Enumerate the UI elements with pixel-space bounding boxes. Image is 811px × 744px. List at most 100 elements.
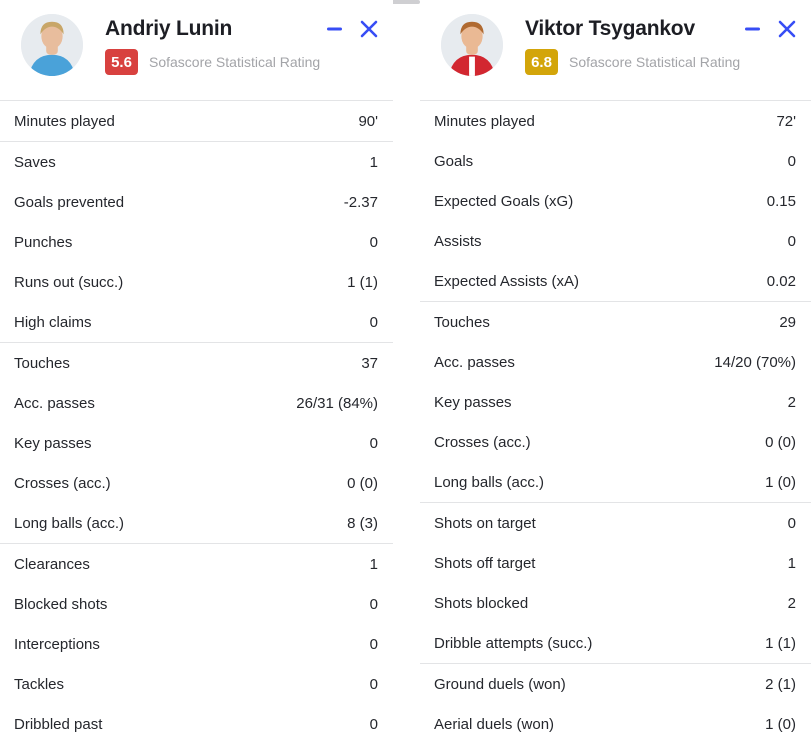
stat-value: 14/20 (70%) [714, 353, 796, 371]
stat-row: Goals prevented -2.37 [0, 182, 393, 222]
rating-badge: 6.8 [525, 49, 558, 75]
player-name: Viktor Tsygankov [525, 17, 695, 40]
stat-value: 1 (0) [765, 715, 796, 733]
rating-label: Sofascore Statistical Rating [149, 54, 321, 70]
stat-value: 0 (0) [765, 433, 796, 451]
stat-row: Long balls (acc.) 8 (3) [0, 503, 393, 543]
stat-label: Blocked shots [14, 595, 108, 613]
stat-value: 0 [369, 715, 378, 733]
stat-row: Crosses (acc.) 0 (0) [0, 463, 393, 503]
stat-label: Long balls (acc.) [434, 473, 545, 491]
stat-row: Touches 29 [420, 302, 811, 342]
stat-value: 0 [787, 152, 796, 170]
stat-row: Acc. passes 14/20 (70%) [420, 342, 811, 382]
stat-row: Interceptions 0 [0, 624, 393, 664]
stat-group: Ground duels (won) 2 (1) Aerial duels (won… [420, 663, 811, 744]
stat-value: 0 [369, 434, 378, 452]
stat-row: Expected Goals (xG) 0.15 [420, 181, 811, 221]
stat-row: Shots on target 0 [420, 503, 811, 543]
stat-row: Runs out (succ.) 1 (1) [0, 262, 393, 302]
stat-label: Expected Goals (xG) [434, 192, 574, 210]
stat-value: 0 [369, 233, 378, 251]
stat-label: High claims [14, 313, 92, 331]
stat-label: Touches [14, 354, 70, 372]
player-photo-icon [441, 14, 503, 76]
stat-value: 1 [787, 554, 796, 572]
stat-group: Clearances 1 Blocked shots 0 Interceptions 0 T… [0, 543, 393, 744]
stat-value: 8 (3) [347, 514, 378, 532]
stat-value: 2 [787, 393, 796, 411]
stat-row: Key passes 0 [0, 423, 393, 463]
stat-value: 2 [787, 594, 796, 612]
close-button[interactable] [774, 16, 800, 42]
stat-value: 2 (1) [765, 675, 796, 693]
stat-value: 0 [787, 232, 796, 250]
rating-badge: 5.6 [105, 49, 138, 75]
stat-group: Minutes played 90' [0, 100, 393, 141]
minimize-button[interactable] [322, 16, 348, 42]
stat-value: 29 [779, 313, 796, 331]
stat-row: Shots off target 1 [420, 543, 811, 583]
stat-label: Assists [434, 232, 482, 250]
stat-value: 72' [776, 112, 796, 130]
stat-value: 90' [358, 112, 378, 130]
stat-label: Key passes [14, 434, 92, 452]
stat-value: 0.15 [766, 192, 796, 210]
stat-label: Acc. passes [434, 353, 515, 371]
stat-label: Crosses (acc.) [14, 474, 111, 492]
stat-row: Key passes 2 [420, 382, 811, 422]
stat-value: 26/31 (84%) [296, 394, 378, 412]
stat-value: 0 [369, 675, 378, 693]
stat-label: Goals [434, 152, 474, 170]
close-icon [778, 20, 796, 38]
close-button[interactable] [356, 16, 382, 42]
stat-row: Dribbled past 0 [0, 704, 393, 744]
stat-label: Tackles [14, 675, 65, 693]
close-icon [360, 20, 378, 38]
stat-label: Shots blocked [434, 594, 529, 612]
stat-value: 0 [369, 595, 378, 613]
stat-label: Crosses (acc.) [434, 433, 531, 451]
stat-value: 0.02 [766, 272, 796, 290]
stat-label: Goals prevented [14, 193, 125, 211]
stat-label: Interceptions [14, 635, 100, 653]
stat-label: Ground duels (won) [434, 675, 566, 693]
scrollbar-thumb[interactable] [384, 0, 420, 4]
stat-row: Goals 0 [420, 141, 811, 181]
stat-value: 1 (1) [347, 273, 378, 291]
stat-label: Runs out (succ.) [14, 273, 124, 291]
stat-row: High claims 0 [0, 302, 393, 342]
stat-label: Key passes [434, 393, 512, 411]
minimize-button[interactable] [740, 16, 766, 42]
stat-row: Dribble attempts (succ.) 1 (1) [420, 623, 811, 663]
rating-label: Sofascore Statistical Rating [569, 54, 741, 70]
stat-row: Touches 37 [0, 343, 393, 383]
player-header: Viktor Tsygankov 6.8 Sofascore Statistic… [420, 0, 811, 100]
stat-value: 1 (0) [765, 473, 796, 491]
stat-row: Expected Assists (xA) 0.02 [420, 261, 811, 301]
stat-value: 0 [787, 514, 796, 532]
stat-label: Minutes played [14, 112, 115, 130]
stat-row: Clearances 1 [0, 544, 393, 584]
stat-value: 0 (0) [347, 474, 378, 492]
stat-label: Clearances [14, 555, 90, 573]
stat-group: Touches 29 Acc. passes 14/20 (70%) Key passe… [420, 301, 811, 502]
stat-row: Blocked shots 0 [0, 584, 393, 624]
stat-row: Shots blocked 2 [420, 583, 811, 623]
stat-row: Assists 0 [420, 221, 811, 261]
player-header: Andriy Lunin 5.6 Sofascore Statistical R… [0, 0, 393, 100]
player-panel-left: Andriy Lunin 5.6 Sofascore Statistical R… [0, 0, 393, 740]
stat-value: 0 [369, 635, 378, 653]
stats-list: Minutes played 90' Saves 1 Goals prevented -2… [0, 100, 393, 744]
stat-group: Touches 37 Acc. passes 26/31 (84%) Key passe… [0, 342, 393, 543]
stat-row: Aerial duels (won) 1 (0) [420, 704, 811, 744]
minimize-icon [327, 27, 342, 31]
stat-label: Acc. passes [14, 394, 95, 412]
stat-label: Punches [14, 233, 73, 251]
stat-row: Long balls (acc.) 1 (0) [420, 462, 811, 502]
stat-value: 0 [369, 313, 378, 331]
stat-group: Saves 1 Goals prevented -2.37 Punches 0 Runs o… [0, 141, 393, 342]
stat-label: Dribbled past [14, 715, 103, 733]
stat-label: Touches [434, 313, 490, 331]
stat-label: Saves [14, 153, 56, 171]
